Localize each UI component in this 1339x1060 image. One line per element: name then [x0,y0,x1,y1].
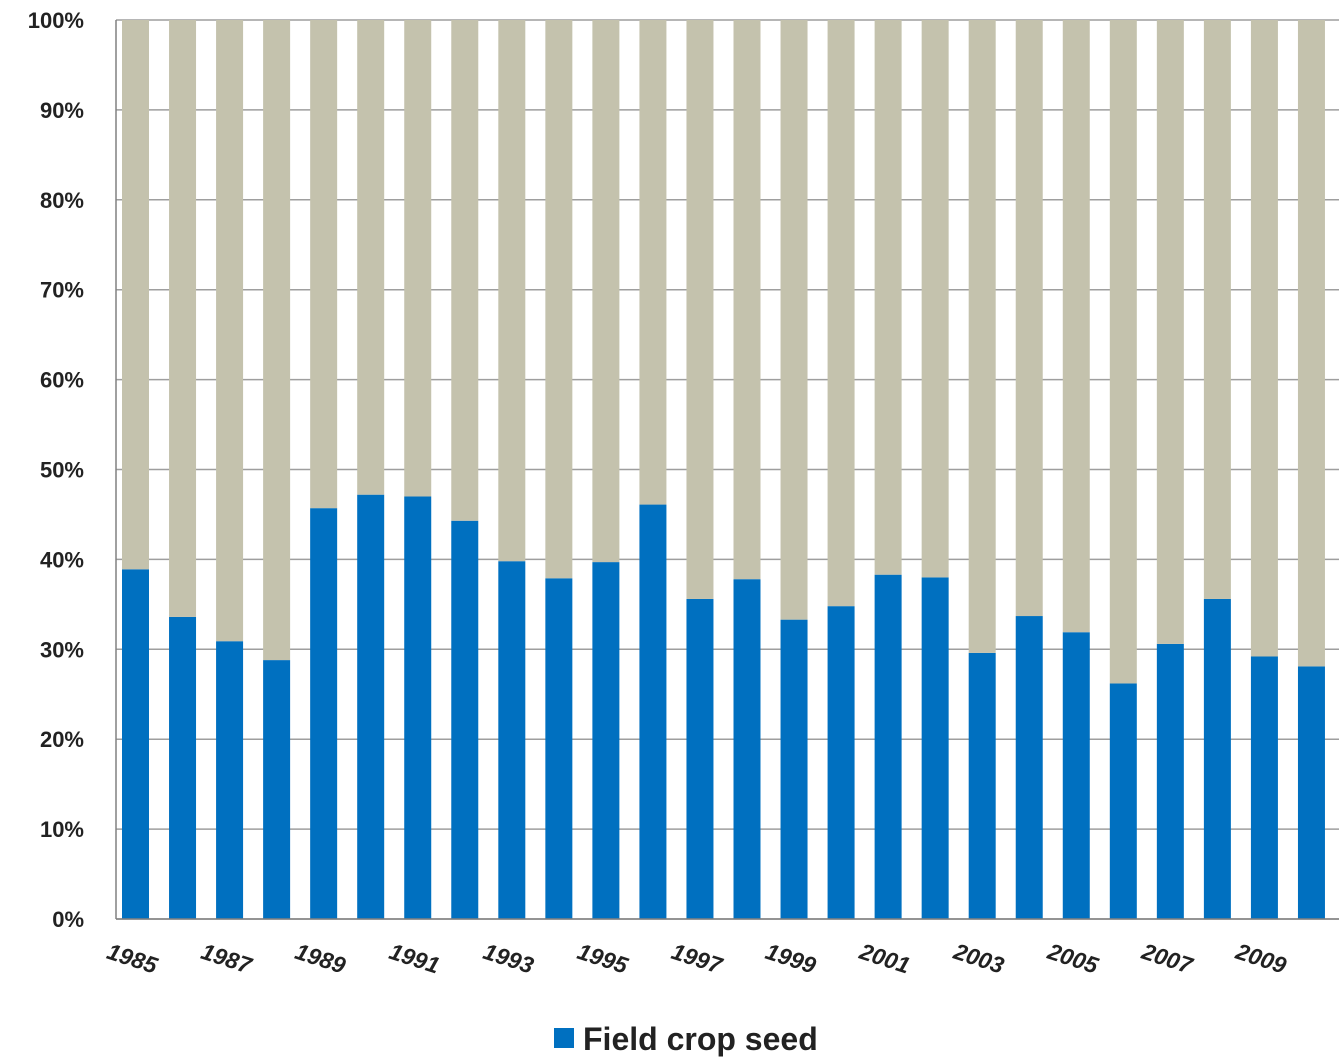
bar-1992-series-0 [451,520,479,919]
x-tick-label: 1999 [762,938,819,979]
x-tick-label: 2005 [1044,938,1103,979]
bar-1990-series-1 [357,20,385,495]
x-tick-label: 1997 [668,938,726,979]
bar-1993-series-0 [498,561,526,919]
bar-1993-series-1 [498,20,526,562]
bar-1989-series-1 [310,20,338,509]
bar-1990-series-0 [357,494,385,919]
bar-1995-series-0 [592,562,620,919]
bar-1986-series-1 [169,20,197,617]
legend: Field crop seed [554,1021,818,1057]
bars [122,20,1325,919]
legend-label-field-crop-seed: Field crop seed [583,1021,818,1057]
bar-2010-series-1 [1297,20,1325,667]
x-tick-label: 1989 [292,938,349,979]
bar-1997-series-0 [686,598,714,919]
y-tick-label: 10% [40,817,84,842]
bar-2003-series-1 [968,20,996,653]
bar-1985-series-0 [122,569,149,919]
bar-1996-series-0 [639,504,667,919]
x-tick-label: 1985 [104,938,162,979]
x-tick-label: 2001 [856,938,914,979]
bar-2007-series-0 [1156,643,1184,919]
bar-2003-series-0 [968,652,996,919]
bar-1986-series-0 [169,616,197,919]
bar-1999-series-1 [780,20,808,620]
x-tick-label: 1991 [386,938,443,979]
bar-2009-series-1 [1250,20,1278,657]
bar-2009-series-0 [1250,656,1278,919]
x-axis-tick-labels: 1985 1987 1989 1991 1993 1995 1997 1999 2001 2003… [104,938,1290,979]
bar-2001-series-1 [874,20,902,575]
bar-2000-series-0 [827,606,855,919]
y-tick-label: 100% [28,8,84,33]
x-tick-label: 1995 [574,938,632,979]
bar-2004-series-0 [1015,616,1043,919]
x-tick-label: 1993 [480,938,537,979]
y-tick-label: 70% [40,278,84,303]
y-tick-label: 30% [40,637,84,662]
bar-1991-series-1 [404,20,432,497]
x-tick-label: 1987 [198,938,256,979]
axes [115,20,1339,920]
legend-swatch-field-crop-seed [554,1028,574,1048]
bar-1987-series-1 [216,20,244,642]
bar-1998-series-1 [733,20,761,580]
bar-1988-series-0 [263,660,291,919]
y-tick-label: 50% [40,458,84,483]
x-tick-label: 2009 [1232,938,1290,979]
bar-2001-series-0 [874,574,902,919]
x-tick-label: 2003 [950,938,1008,979]
bar-2000-series-1 [827,20,855,607]
bar-2008-series-0 [1203,598,1231,919]
bar-1997-series-1 [686,20,714,599]
y-tick-label: 60% [40,368,84,393]
bar-1994-series-0 [545,578,573,919]
y-tick-label: 20% [40,727,84,752]
bar-1988-series-1 [263,20,291,661]
bar-1992-series-1 [451,20,479,521]
bar-2005-series-1 [1062,20,1090,633]
bar-2004-series-1 [1015,20,1043,617]
bar-1999-series-0 [780,619,808,919]
y-tick-label: 90% [40,98,84,123]
bar-1995-series-1 [592,20,620,563]
bar-2005-series-0 [1062,632,1090,919]
bar-1985-series-1 [122,20,149,570]
gridlines [116,19,1339,920]
bar-1994-series-1 [545,20,573,579]
bar-1991-series-0 [404,496,432,919]
bar-2006-series-0 [1109,683,1137,919]
y-axis-tick-labels: 0% 10% 20% 30% 40% 50% 60% 70% 80% 90% 100% [28,8,84,932]
bar-2002-series-1 [921,20,949,578]
bar-2002-series-0 [921,577,949,919]
y-tick-label: 40% [40,547,84,572]
bar-1998-series-0 [733,579,761,919]
y-tick-label: 0% [52,907,84,932]
bar-2007-series-1 [1156,20,1184,644]
bar-2006-series-1 [1109,20,1137,684]
x-tick-label: 2007 [1138,938,1197,979]
bar-1996-series-1 [639,20,667,505]
y-tick-label: 80% [40,188,84,213]
bar-2008-series-1 [1203,20,1231,599]
bar-2010-series-0 [1297,666,1325,919]
bar-1989-series-0 [310,508,338,919]
bar-1987-series-0 [216,641,244,919]
